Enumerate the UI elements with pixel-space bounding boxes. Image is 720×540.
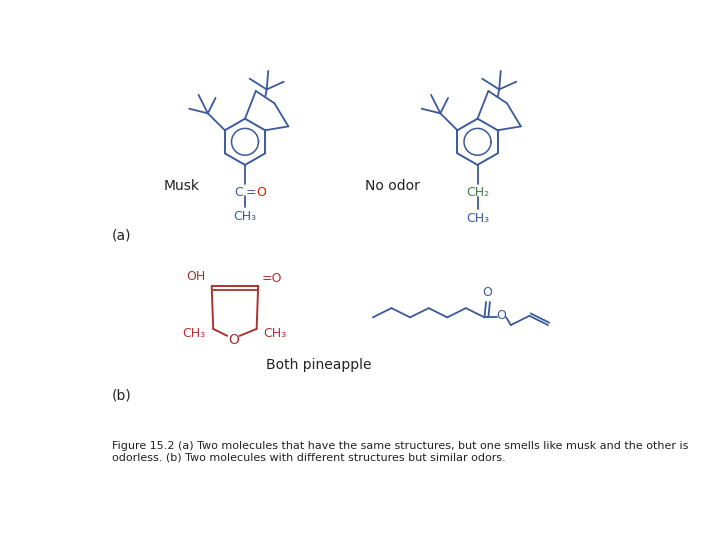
- Text: Musk: Musk: [163, 179, 199, 193]
- Text: CH₃: CH₃: [182, 327, 205, 340]
- Text: =: =: [246, 186, 261, 199]
- Text: (a): (a): [112, 229, 131, 243]
- Text: =O: =O: [262, 272, 282, 285]
- Text: (b): (b): [112, 389, 132, 403]
- Text: Both pineapple: Both pineapple: [266, 358, 372, 372]
- Text: C: C: [234, 186, 243, 199]
- Text: O: O: [482, 286, 492, 299]
- Text: CH₃: CH₃: [466, 212, 489, 225]
- Text: O: O: [497, 309, 506, 322]
- Text: CH₃: CH₃: [233, 211, 256, 224]
- Text: O: O: [256, 186, 266, 199]
- Text: Figure 15.2 (a) Two molecules that have the same structures, but one smells like: Figure 15.2 (a) Two molecules that have …: [112, 441, 688, 462]
- Text: CH₃: CH₃: [263, 327, 286, 340]
- Text: OH: OH: [186, 270, 205, 283]
- Text: O: O: [228, 333, 239, 347]
- Text: CH₂: CH₂: [466, 186, 489, 199]
- Text: No odor: No odor: [365, 179, 420, 193]
